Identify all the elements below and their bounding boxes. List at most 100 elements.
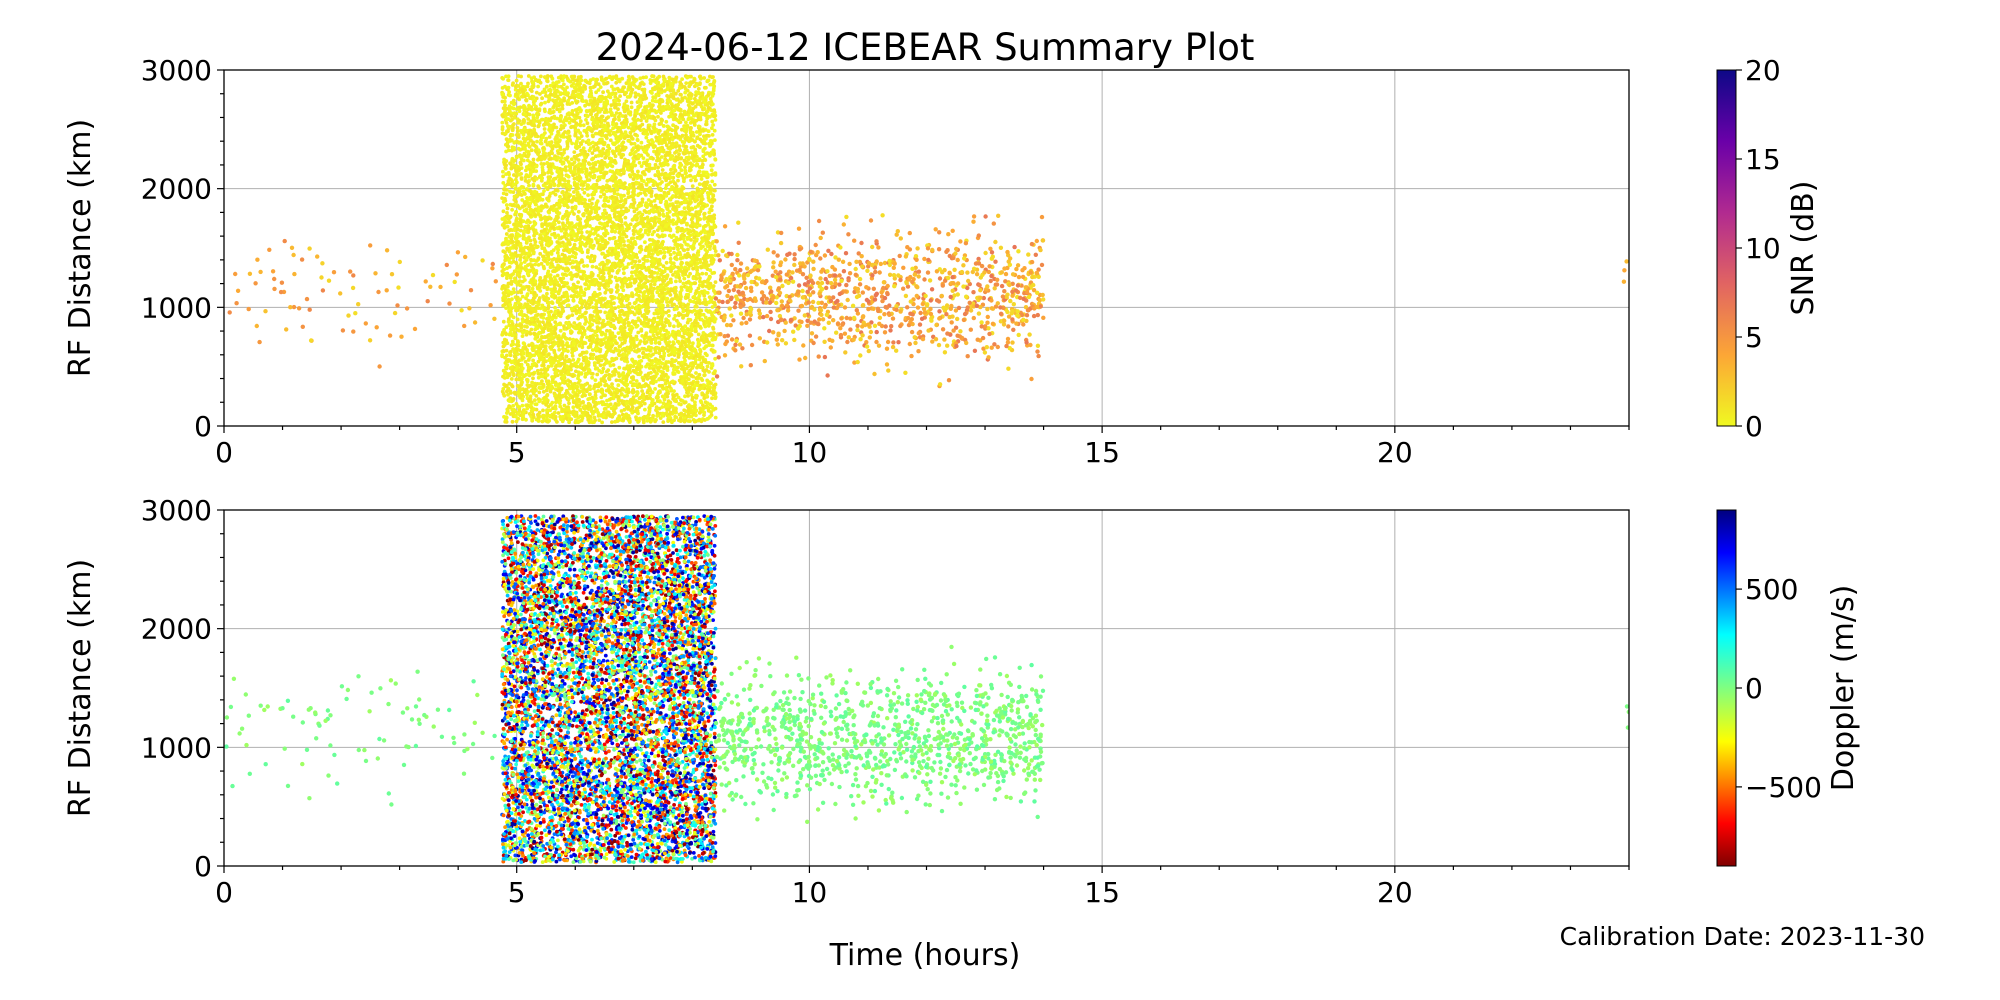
data-point: [627, 183, 632, 187]
data-point: [635, 266, 639, 271]
data-point: [428, 284, 433, 289]
data-point: [438, 284, 443, 290]
data-point: [693, 96, 697, 101]
data-point: [651, 352, 655, 357]
data-point: [247, 271, 253, 276]
data-point: [522, 104, 526, 108]
data-point: [684, 171, 688, 176]
data-point: [691, 341, 695, 346]
data-point: [698, 132, 702, 137]
data-point: [527, 412, 532, 416]
data-point: [564, 168, 568, 173]
data-point: [519, 177, 524, 181]
data-point: [675, 106, 680, 111]
data-point: [412, 326, 418, 332]
data-point: [643, 240, 647, 245]
data-point: [258, 269, 263, 275]
data-point: [529, 148, 534, 153]
data-point: [506, 293, 511, 298]
data-point: [307, 307, 312, 312]
data-point: [535, 368, 540, 373]
data-point: [631, 202, 636, 207]
data-point: [520, 398, 525, 403]
data-point: [535, 139, 539, 144]
data-point: [537, 186, 541, 190]
data-point: [606, 199, 611, 204]
data-point: [590, 356, 595, 361]
data-point: [397, 259, 402, 265]
data-point: [570, 209, 575, 214]
data-point: [573, 255, 578, 260]
data-point: [692, 347, 697, 352]
data-point: [536, 196, 540, 201]
data-point: [644, 394, 649, 399]
data-point: [562, 332, 566, 336]
data-point: [649, 282, 653, 287]
data-point: [664, 143, 669, 148]
data-point: [548, 110, 552, 114]
data-point: [693, 139, 697, 144]
data-point: [564, 209, 569, 214]
data-point: [637, 160, 642, 165]
data-point: [586, 138, 591, 143]
data-point: [713, 415, 718, 420]
data-point: [641, 378, 646, 383]
data-point: [527, 144, 532, 149]
data-point: [661, 74, 666, 79]
data-point: [566, 205, 570, 210]
data-point: [588, 313, 593, 318]
data-point: [550, 301, 555, 305]
data-point: [556, 411, 561, 415]
data-point: [547, 96, 552, 101]
data-point: [340, 328, 346, 333]
data-point: [534, 394, 539, 398]
data-point: [695, 261, 700, 266]
data-point: [501, 319, 506, 324]
data-point: [515, 317, 520, 322]
data-point: [368, 243, 373, 248]
data-point: [637, 259, 642, 263]
data-point: [626, 191, 630, 196]
data-point: [599, 395, 604, 400]
data-point: [514, 218, 519, 223]
data-point: [703, 247, 708, 252]
data-point: [572, 212, 576, 216]
data-point: [679, 285, 684, 290]
data-point: [590, 227, 595, 231]
data-point: [585, 133, 590, 138]
data-point: [647, 318, 651, 323]
data-point: [681, 309, 686, 314]
data-point: [602, 375, 606, 379]
data-point: [619, 392, 624, 397]
data-point: [626, 74, 631, 79]
data-point: [661, 255, 666, 260]
data-point: [543, 100, 547, 105]
data-point: [539, 138, 543, 143]
data-point: [594, 225, 599, 230]
data-point: [646, 139, 651, 143]
data-point: [536, 359, 541, 364]
data-point: [662, 250, 667, 255]
data-point: [590, 129, 594, 134]
data-point: [488, 303, 493, 308]
data-point: [584, 118, 588, 122]
data-point: [627, 301, 632, 306]
data-point: [539, 74, 543, 79]
data-point: [620, 347, 625, 352]
data-point: [500, 99, 505, 104]
data-point: [623, 114, 628, 118]
data-point: [533, 398, 537, 402]
data-point: [701, 154, 706, 159]
data-point: [703, 324, 708, 329]
data-point: [289, 245, 295, 250]
data-point: [593, 210, 598, 215]
data-point: [661, 420, 666, 424]
data-point: [646, 321, 650, 325]
data-point: [540, 197, 545, 202]
data-point: [603, 266, 608, 270]
data-point: [664, 310, 669, 315]
data-point: [538, 141, 543, 146]
data-point: [626, 195, 631, 200]
data-point: [547, 228, 552, 233]
data-point: [671, 273, 675, 277]
